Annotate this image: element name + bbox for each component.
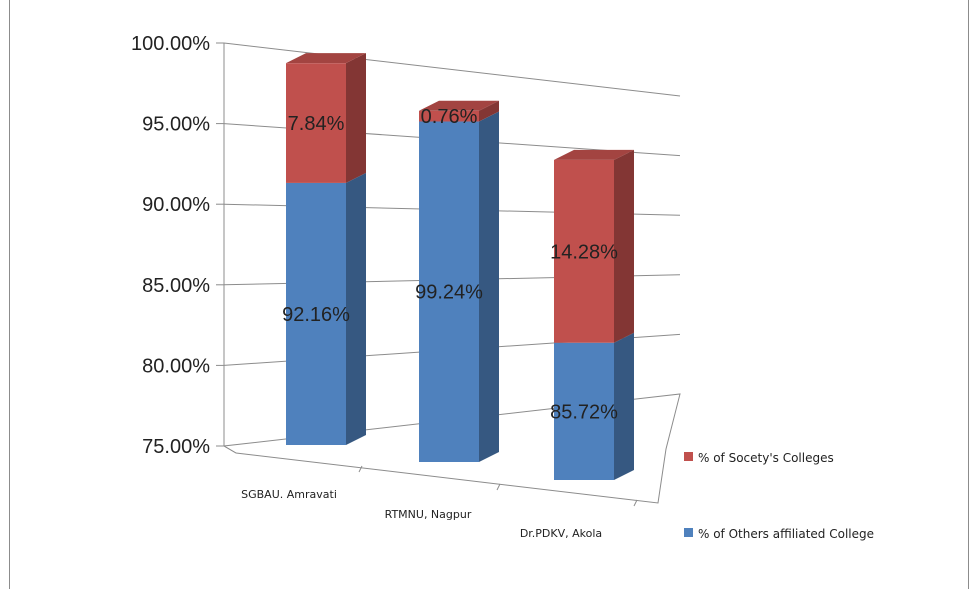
bar-side-face [614, 149, 634, 343]
y-tick-label: 90.00% [142, 194, 210, 216]
data-label: 0.76% [421, 106, 478, 128]
bar-side-face [479, 111, 499, 462]
floor-plane [222, 393, 681, 504]
floor-tick [633, 499, 638, 507]
bar-front-face [286, 182, 346, 446]
bar-segment [286, 172, 366, 446]
y-tick-label: 80.00% [142, 355, 210, 377]
bar-front-face [419, 110, 479, 122]
bar-front-face [554, 159, 614, 343]
side-wall-edge [223, 43, 237, 454]
bar-side-face [479, 100, 499, 122]
bar-top-face [419, 100, 499, 111]
legend-label: % of Others affiliated College [698, 527, 874, 541]
data-label: 99.24% [415, 282, 483, 304]
floor-tick [496, 483, 501, 491]
data-label: 85.72% [550, 401, 618, 423]
gridline [223, 42, 681, 97]
y-tick-label: 95.00% [142, 114, 210, 136]
y-tick-label: 100.00% [131, 33, 210, 55]
data-label: 14.28% [550, 241, 618, 263]
bar-front-face [419, 121, 479, 462]
bar-top-face [286, 53, 366, 64]
bar-segment [286, 53, 366, 183]
y-tick-label: 85.00% [142, 275, 210, 297]
bar-side-face [346, 53, 366, 183]
bar-front-face [286, 63, 346, 183]
bar-segment [419, 111, 499, 462]
y-tick-label: 75.00% [142, 436, 210, 458]
data-label: 92.16% [282, 304, 350, 326]
bar-segment [554, 149, 634, 343]
bar-side-face [346, 172, 366, 446]
legend-label: % of Socety's Colleges [698, 451, 834, 465]
legend-swatch [684, 452, 693, 461]
bar-segment [419, 100, 499, 122]
bar-segment [554, 332, 634, 480]
bar-top-face [554, 149, 634, 160]
bar-front-face [554, 342, 614, 480]
floor-tick [358, 465, 363, 473]
legend-swatch [684, 528, 693, 537]
stacked-3d-bar-chart: 75.00% 80.00% 85.00% 90.00% 95.00% 100.00% 92… [131, 33, 874, 541]
category-label: SGBAU. Amravati [241, 488, 337, 501]
category-label: Dr.PDKV, Akola [520, 527, 602, 540]
category-label: RTMNU, Nagpur [385, 508, 472, 521]
chart-frame: 75.00% 80.00% 85.00% 90.00% 95.00% 100.00% 92… [9, 0, 969, 589]
bar-side-face [614, 332, 634, 480]
data-label: 7.84% [288, 113, 345, 135]
